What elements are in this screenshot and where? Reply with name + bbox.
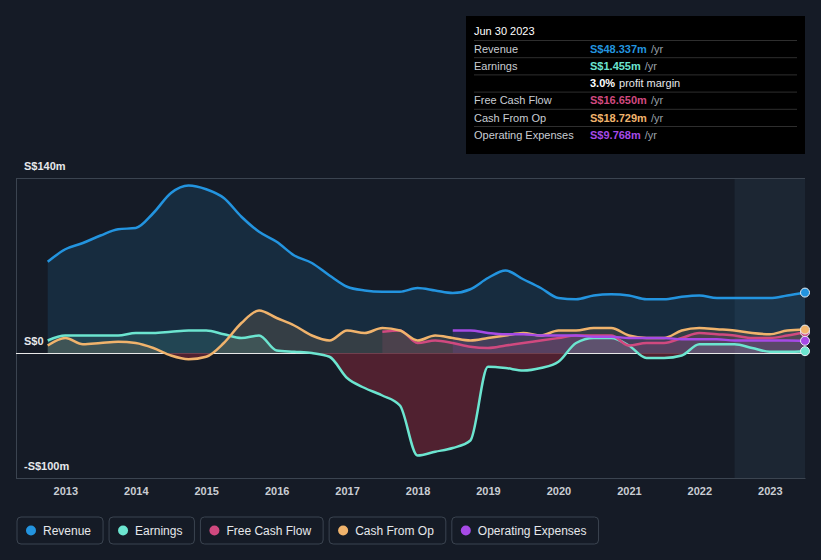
tooltip-value: S$16.650m (590, 94, 647, 106)
y-tick-label: S$140m (24, 160, 66, 172)
tick: 2017 (335, 478, 359, 497)
axis-line (16, 179, 17, 479)
legend-label[interactable]: Cash From Op (355, 524, 434, 538)
tooltip-unit: /yr (651, 43, 664, 55)
tooltip-label: Operating Expenses (474, 129, 574, 141)
x-tick-label: 2017 (335, 485, 359, 497)
tooltip-label: Earnings (474, 60, 518, 72)
end-point (801, 336, 810, 345)
legend-item[interactable]: Free Cash Flow (200, 517, 323, 544)
line-layer (48, 186, 805, 456)
axis-line (17, 478, 806, 479)
tooltip-separator (474, 57, 797, 58)
series-line (48, 186, 805, 300)
tooltip-value: S$48.337m (590, 43, 647, 55)
end-point-layer (801, 288, 810, 356)
x-axis: 2013 2014 2015 2016 2017 2018 2019 2020 2021 2022… (17, 478, 806, 497)
legend-label[interactable]: Revenue (43, 524, 91, 538)
legend-swatch (209, 526, 219, 536)
legend-swatch (118, 526, 128, 536)
tooltip-label: Cash From Op (474, 112, 546, 124)
tick: 2022 (688, 478, 712, 497)
tooltip-separator (474, 109, 797, 110)
tooltip-unit: /yr (651, 94, 664, 106)
tooltip-label: Revenue (474, 43, 518, 55)
tooltip: Jun 30 2023 Revenue S$48.337m/yr Earnings S$… (466, 16, 805, 154)
tooltip-value: S$18.729m (590, 112, 647, 124)
tooltip-unit: profit margin (619, 77, 680, 89)
legend-swatch (338, 526, 348, 536)
x-tick-label: 2022 (688, 485, 712, 497)
legend-button[interactable] (109, 517, 194, 544)
x-tick-label: 2016 (265, 485, 289, 497)
series-line (453, 331, 805, 341)
tick: 2014 (124, 478, 149, 497)
tick: 2016 (265, 478, 289, 497)
end-point (801, 288, 810, 297)
chart-svg: -S$100m S$0 S$140m 2013 2014 2015 2016 2017 2018… (0, 0, 821, 560)
series-line (382, 331, 805, 349)
chart-container: -S$100m S$0 S$140m 2013 2014 2015 2016 2017 2018… (0, 0, 821, 560)
legend-label[interactable]: Free Cash Flow (226, 524, 311, 538)
legend-item[interactable]: Cash From Op (329, 517, 446, 544)
y-tick-label: S$0 (24, 335, 44, 347)
area-layer (48, 186, 805, 456)
tooltip-title: Jun 30 2023 (474, 25, 535, 37)
tick: 2021 (617, 478, 641, 497)
series-line (48, 311, 805, 360)
legend-button[interactable] (17, 517, 103, 544)
tooltip-separator (474, 74, 797, 75)
legend: Revenue Earnings Free Cash Flow Cash From O… (17, 517, 599, 544)
y-axis: -S$100m S$0 S$140m (16, 160, 805, 478)
tooltip-value: S$9.768m (590, 129, 641, 141)
grid-line (16, 178, 805, 179)
legend-label[interactable]: Earnings (135, 524, 182, 538)
tooltip-box (466, 16, 805, 154)
tooltip-unit: /yr (651, 112, 664, 124)
tooltip-separator (474, 40, 797, 41)
series-line (48, 331, 805, 456)
x-tick-label: 2019 (476, 485, 500, 497)
background (0, 0, 821, 560)
legend-swatch (461, 526, 471, 536)
tooltip-separator (474, 126, 797, 127)
tooltip-value: 3.0% (590, 77, 615, 89)
legend-swatch (26, 526, 36, 536)
plot-area (48, 186, 810, 456)
x-tick-label: 2013 (54, 485, 78, 497)
x-tick-label: 2018 (406, 485, 430, 497)
x-tick-label: 2023 (758, 485, 782, 497)
end-point (801, 347, 810, 356)
tick: 2013 (54, 478, 78, 497)
legend-item[interactable]: Earnings (109, 517, 194, 544)
x-tick-label: 2021 (617, 485, 641, 497)
end-point (801, 325, 810, 334)
tick: 2015 (194, 478, 218, 497)
legend-button[interactable] (200, 517, 323, 544)
tick: 2019 (476, 478, 500, 497)
tooltip-unit: /yr (645, 129, 658, 141)
y-tick-label: -S$100m (24, 460, 69, 472)
legend-button[interactable] (452, 517, 599, 544)
tick: -S$100m (16, 460, 805, 478)
series-negative-area (48, 353, 805, 359)
tooltip-label: Free Cash Flow (474, 94, 552, 106)
x-tick-label: 2015 (194, 485, 218, 497)
tick: S$140m (16, 160, 805, 178)
legend-label[interactable]: Operating Expenses (478, 524, 587, 538)
tick: 2018 (406, 478, 430, 497)
tick: 2023 (758, 478, 782, 497)
series-negative-area (48, 353, 805, 456)
x-tick-label: 2020 (547, 485, 571, 497)
x-tick-label: 2014 (124, 485, 149, 497)
tooltip-separator (474, 92, 797, 93)
legend-item[interactable]: Revenue (17, 517, 103, 544)
tooltip-unit: /yr (645, 60, 658, 72)
legend-item[interactable]: Operating Expenses (452, 517, 599, 544)
tooltip-value: S$1.455m (590, 60, 641, 72)
grid-line (16, 478, 805, 479)
tick: 2020 (547, 478, 571, 497)
legend-button[interactable] (329, 517, 446, 544)
